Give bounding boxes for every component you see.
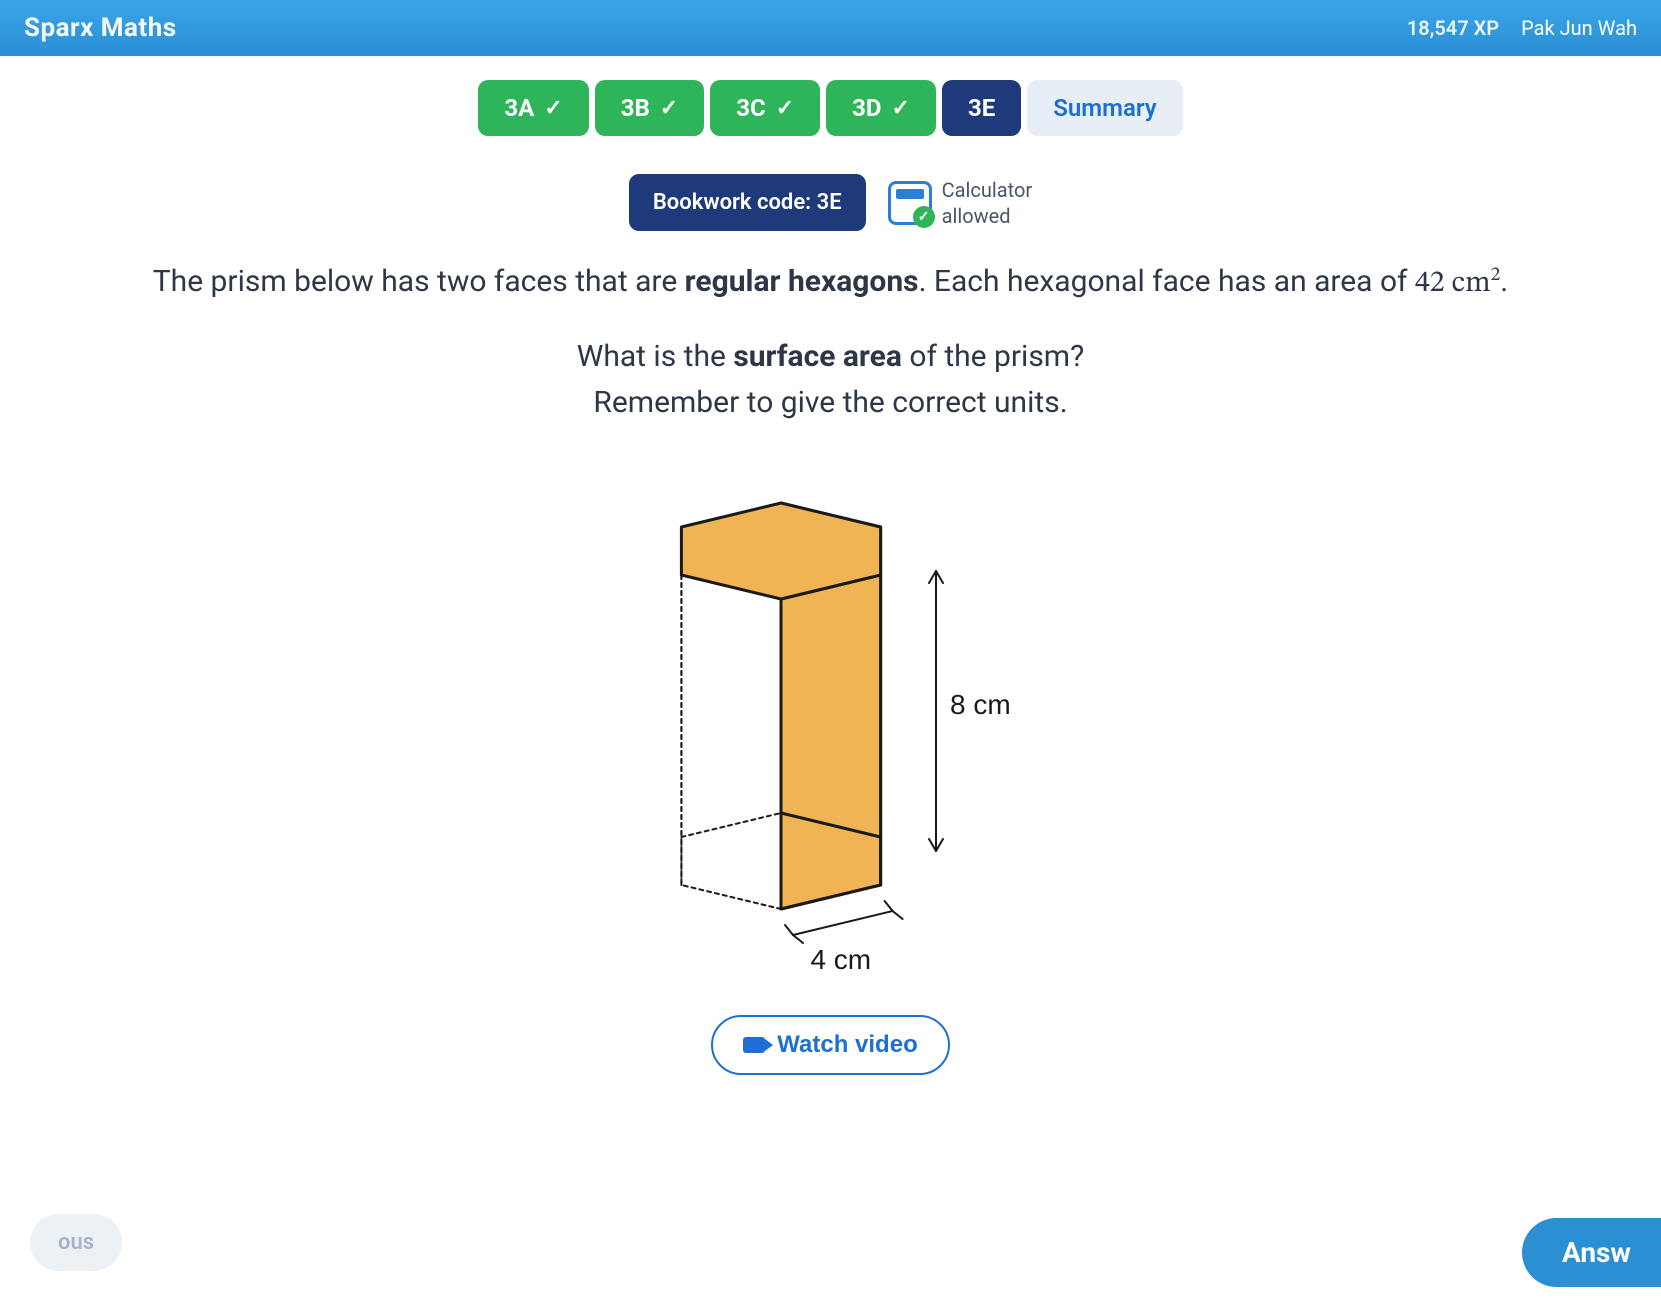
check-icon: ✓ [776,96,794,121]
question-meta-row: Bookwork code: 3E ✓ Calculator allowed [0,154,1661,259]
check-icon: ✓ [913,206,935,228]
calc-line1: Calculator [942,177,1033,203]
tab-label: 3E [968,94,995,122]
tab-summary[interactable]: Summary [1027,80,1182,136]
check-icon: ✓ [660,96,678,121]
tab-label: 3B [621,94,650,122]
check-icon: ✓ [892,96,910,121]
watch-video-label: Watch video [777,1031,917,1059]
calculator-icon: ✓ [888,181,932,225]
header-right: 18,547 XP Pak Jun Wah [1407,16,1637,40]
calculator-text: Calculator allowed [942,177,1033,229]
tab-3d[interactable]: 3D ✓ [826,80,936,136]
question-content: The prism below has two faces that are r… [0,259,1661,1075]
tab-label: 3C [736,94,765,122]
svg-text:8 cm: 8 cm [950,689,1011,720]
answer-button[interactable]: Answ [1522,1218,1661,1287]
tab-label: 3A [504,94,534,122]
question-paragraph-1: The prism below has two faces that are r… [81,259,1581,308]
prism-svg: 8 cm 4 cm [611,461,1051,1001]
check-icon: ✓ [544,96,562,121]
tab-3e[interactable]: 3E [942,80,1021,136]
tab-label: 3D [852,94,881,122]
svg-text:4 cm: 4 cm [810,944,871,975]
question-paragraph-2: What is the surface area of the prism? R… [40,334,1621,427]
bookwork-code-pill: Bookwork code: 3E [629,174,866,231]
bottom-action-row: ous Answ [0,1214,1661,1301]
task-tab-row: 3A ✓ 3B ✓ 3C ✓ 3D ✓ 3E Summary [0,56,1661,154]
username-label[interactable]: Pak Jun Wah [1521,16,1637,40]
app-header: Sparx Maths 18,547 XP Pak Jun Wah [0,0,1661,56]
figure-container: 8 cm 4 cm [40,447,1621,1015]
xp-count: 18,547 XP [1407,16,1499,40]
previous-button[interactable]: ous [30,1214,122,1271]
watch-video-button[interactable]: Watch video [711,1015,949,1075]
tab-3a[interactable]: 3A ✓ [478,80,588,136]
brand-logo: Sparx Maths [24,13,177,43]
tab-3b[interactable]: 3B ✓ [595,80,705,136]
video-icon [743,1037,765,1053]
calc-line2: allowed [942,203,1033,229]
tab-3c[interactable]: 3C ✓ [710,80,820,136]
calculator-allowed-indicator: ✓ Calculator allowed [888,177,1033,229]
tab-label: Summary [1053,94,1156,122]
prism-figure: 8 cm 4 cm [611,461,1051,1005]
